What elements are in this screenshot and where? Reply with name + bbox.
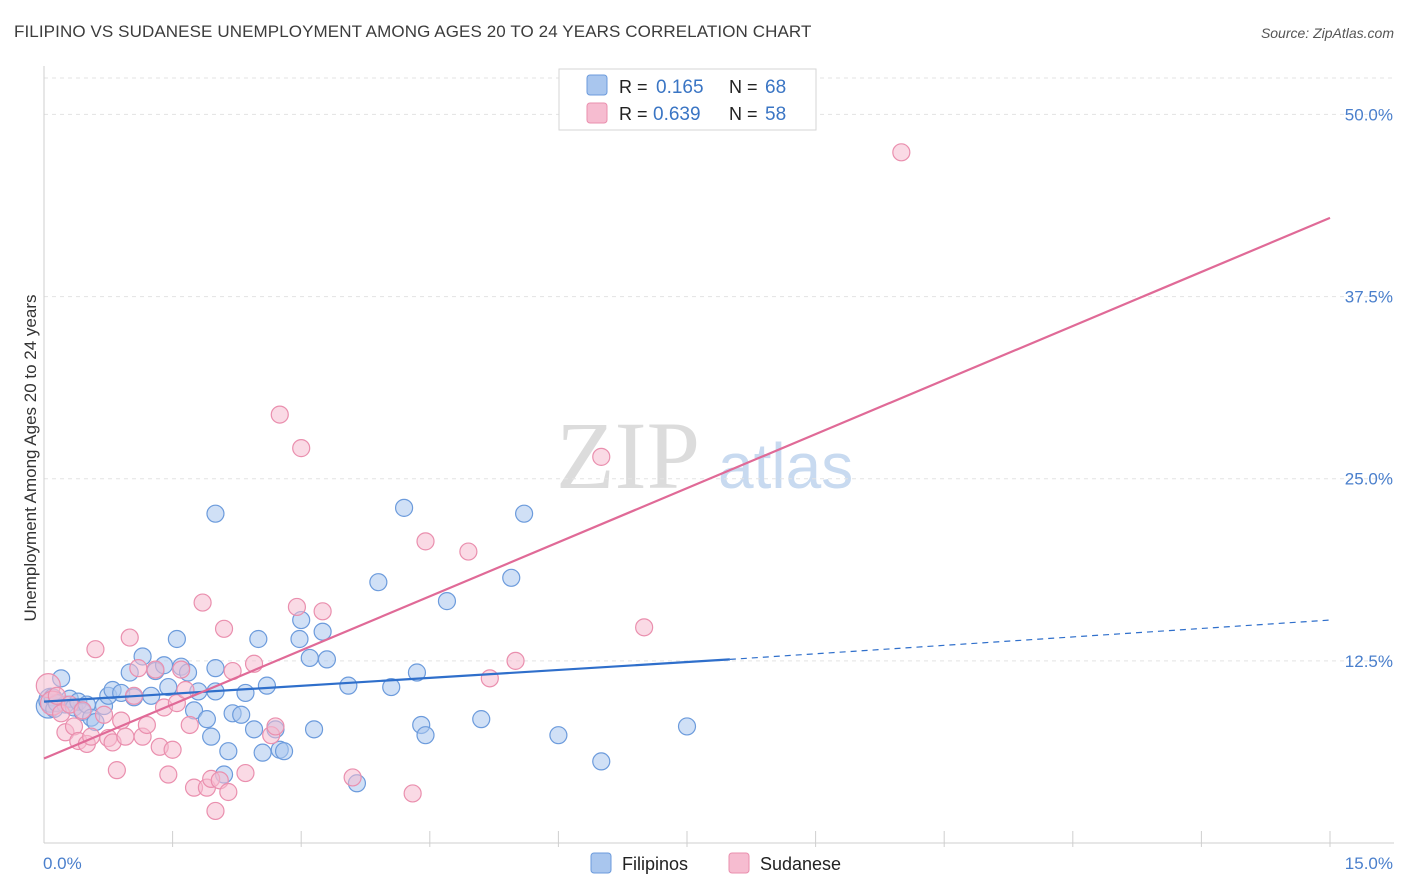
filipino-point bbox=[416, 726, 435, 745]
y-axis-label: Unemployment Among Ages 20 to 24 years bbox=[21, 295, 40, 622]
filipino-point bbox=[549, 726, 568, 745]
filipino-point bbox=[202, 727, 221, 746]
sudanese-point bbox=[416, 532, 435, 551]
sudanese-point bbox=[146, 660, 165, 679]
sudanese-point bbox=[266, 717, 285, 736]
sudanese-point bbox=[214, 619, 234, 638]
filipino-point bbox=[159, 677, 178, 697]
filipino-point bbox=[502, 568, 521, 587]
sudanese-point bbox=[506, 651, 525, 670]
sudanese-point bbox=[236, 763, 255, 783]
filipino-point bbox=[369, 573, 388, 592]
sudanese-point bbox=[403, 784, 422, 803]
legend-n-label-1: N = bbox=[729, 77, 758, 97]
chart-title: FILIPINO VS SUDANESE UNEMPLOYMENT AMONG … bbox=[14, 22, 812, 41]
y-tick-label: 37.5% bbox=[1345, 288, 1393, 307]
sudanese-point bbox=[120, 628, 139, 647]
sudanese-point bbox=[172, 660, 191, 679]
filipino-point bbox=[339, 676, 358, 695]
sudanese-point bbox=[343, 768, 362, 787]
series-filipinos bbox=[35, 498, 697, 793]
filipino-point bbox=[592, 752, 611, 771]
y-tick-label: 25.0% bbox=[1345, 470, 1393, 489]
y-tick-labels: 12.5% 25.0% 37.5% 50.0% bbox=[1345, 105, 1393, 670]
legend-r-value-2: 0.639 bbox=[653, 104, 701, 125]
x-tick-label-max: 15.0% bbox=[1345, 854, 1393, 873]
filipino-point bbox=[219, 742, 238, 761]
sudanese-point bbox=[193, 593, 212, 612]
filipino-point bbox=[244, 720, 264, 739]
filipino-point bbox=[382, 677, 401, 697]
filipino-point bbox=[236, 683, 255, 703]
legend-swatch-sudanese bbox=[586, 102, 608, 124]
sudanese-point bbox=[137, 715, 156, 735]
sudanese-point bbox=[206, 801, 225, 821]
series-legend: Filipinos Sudanese bbox=[590, 852, 841, 874]
sudanese-point bbox=[219, 782, 238, 802]
sudanese-point bbox=[287, 597, 307, 617]
sudanese-point bbox=[94, 705, 114, 724]
sudanese-point bbox=[270, 405, 289, 424]
legend-r-label-2: R = bbox=[619, 104, 648, 124]
bottom-legend-label-filipinos: Filipinos bbox=[622, 854, 688, 874]
sudanese-point bbox=[116, 727, 135, 746]
legend-r-label-1: R = bbox=[619, 77, 648, 97]
filipino-point bbox=[253, 743, 272, 762]
filipino-trend-extension bbox=[729, 619, 1331, 660]
filipino-point bbox=[317, 650, 337, 669]
filipino-point bbox=[677, 717, 697, 736]
sudanese-point bbox=[73, 701, 92, 720]
bottom-legend-swatch-sudanese bbox=[728, 852, 750, 874]
sudanese-point bbox=[459, 542, 478, 561]
filipino-point bbox=[394, 498, 414, 517]
sudanese-point bbox=[86, 640, 105, 659]
y-tick-label: 50.0% bbox=[1345, 105, 1393, 124]
filipino-point bbox=[206, 659, 225, 678]
filipino-point bbox=[407, 663, 427, 682]
sudanese-point bbox=[129, 659, 148, 678]
source-label: Source: ZipAtlas.com bbox=[1260, 25, 1394, 41]
filipino-point bbox=[300, 648, 319, 668]
filipino-point bbox=[304, 720, 324, 739]
filipino-point bbox=[249, 629, 268, 649]
filipino-point bbox=[257, 676, 277, 695]
sudanese-point bbox=[592, 447, 611, 466]
filipino-point bbox=[167, 629, 186, 649]
sudanese-point bbox=[163, 740, 182, 759]
bottom-legend-label-sudanese: Sudanese bbox=[760, 854, 841, 874]
filipino-point bbox=[274, 742, 294, 761]
filipino-trend-line bbox=[43, 658, 730, 703]
trend-lines bbox=[43, 216, 1331, 760]
sudanese-point bbox=[292, 439, 311, 458]
sudanese-point bbox=[480, 669, 499, 688]
sudanese-point bbox=[159, 765, 178, 784]
sudanese-point bbox=[107, 761, 126, 780]
filipino-point bbox=[515, 504, 534, 523]
series-sudanese bbox=[35, 143, 911, 821]
sudanese-point bbox=[635, 618, 654, 637]
gridlines bbox=[44, 77, 1394, 662]
filipino-point bbox=[232, 705, 251, 724]
legend-swatch-filipinos bbox=[586, 74, 608, 96]
x-tick-label-min: 0.0% bbox=[43, 854, 82, 873]
bottom-legend-swatch-filipinos bbox=[590, 852, 612, 874]
sudanese-trend-line bbox=[43, 216, 1331, 760]
watermark-zip: ZIP bbox=[556, 402, 700, 509]
sudanese-point bbox=[313, 602, 332, 621]
y-tick-label: 12.5% bbox=[1345, 652, 1393, 671]
correlation-legend: R = 0.165 N = 68 R = 0.639 N = 58 bbox=[558, 68, 817, 131]
legend-r-value-1: 0.165 bbox=[656, 77, 704, 98]
filipino-point bbox=[206, 504, 225, 523]
legend-n-value-2: 58 bbox=[765, 104, 786, 125]
sudanese-point bbox=[892, 143, 911, 162]
filipino-point bbox=[437, 592, 457, 611]
legend-n-value-1: 68 bbox=[765, 77, 786, 98]
filipino-point bbox=[197, 710, 216, 729]
sudanese-point bbox=[180, 715, 199, 735]
filipino-point bbox=[290, 629, 309, 649]
filipino-point bbox=[472, 710, 491, 729]
legend-n-label-2: N = bbox=[729, 104, 758, 124]
